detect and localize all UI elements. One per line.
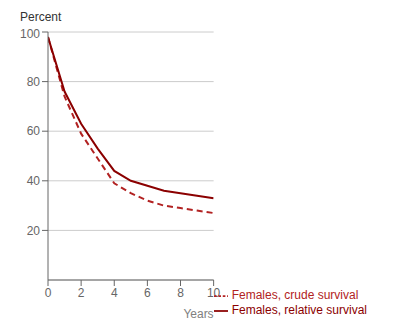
svg-text:8: 8 <box>177 286 184 300</box>
svg-text:0: 0 <box>45 286 52 300</box>
svg-text:Years: Years <box>183 307 213 321</box>
html-text:Females, crude survival: Females, crude survival <box>231 288 359 303</box>
svg-text:2: 2 <box>78 286 85 300</box>
svg-text:6: 6 <box>144 286 151 300</box>
svg-text:80: 80 <box>27 75 41 89</box>
svg-text:60: 60 <box>27 124 41 138</box>
svg-text:100: 100 <box>20 27 40 41</box>
svg-text:20: 20 <box>27 224 41 238</box>
html-text:Percent: Percent <box>20 10 62 24</box>
html-text:Females, relative survival: Females, relative survival <box>231 303 367 318</box>
svg-text:4: 4 <box>111 286 118 300</box>
svg-text:10: 10 <box>207 286 221 300</box>
svg-text:40: 40 <box>27 174 41 188</box>
